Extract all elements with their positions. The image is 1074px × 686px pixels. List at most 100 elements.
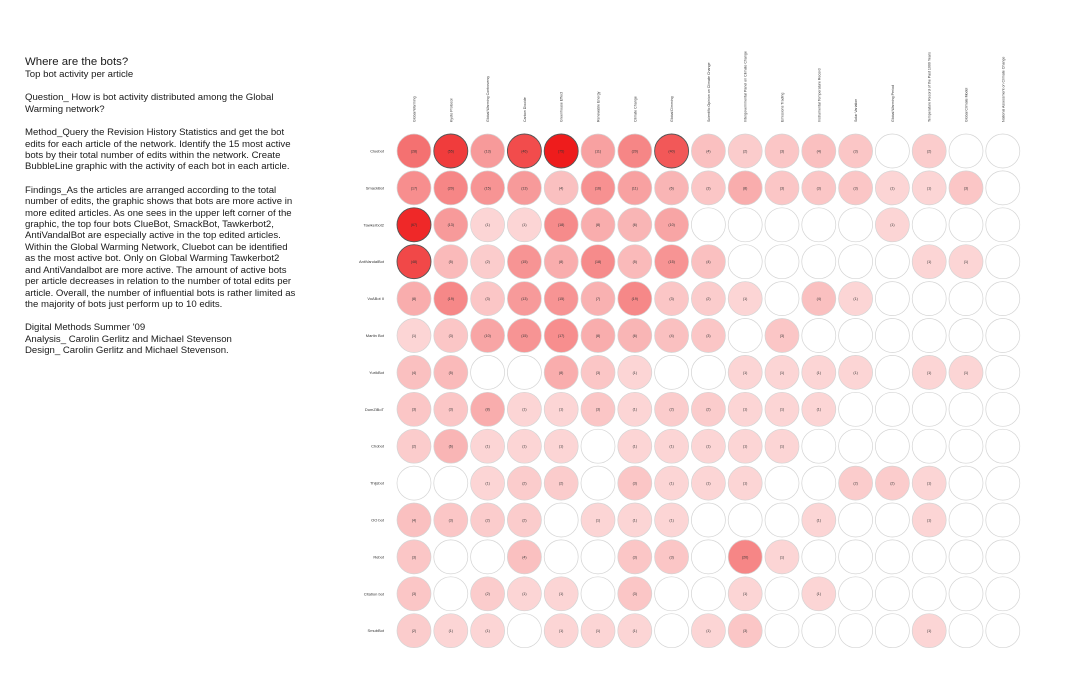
bubble-value: (2) [412,629,416,633]
bubble-value: (3) [633,555,637,559]
bubble [911,133,947,169]
bubble [985,613,1021,649]
bubble-value: (1) [522,445,526,449]
bubble [985,207,1021,243]
bubble [617,355,653,390]
bubble [580,539,616,575]
row-label: OO bot [371,518,385,523]
bubble [543,355,579,390]
bubble [801,170,837,206]
bubble [654,391,689,427]
bubble-value: (1) [559,629,563,633]
row-label: VoABot II [367,296,384,301]
bubble-value: (8) [596,223,600,227]
bubble [433,207,469,243]
bubble [948,428,984,464]
bubble [911,391,947,427]
bubble-value: (1) [559,445,563,449]
bubble [838,391,873,427]
bubble-value: (1) [927,260,931,264]
bubble-value: (3) [412,592,416,596]
bubble-value: (17) [411,186,417,190]
bubble [654,355,689,390]
bubble-value: (8) [559,371,563,375]
bubble [985,428,1021,464]
bubble-value: (10) [668,223,674,227]
column-label: Global Warming [413,96,417,122]
bubble [948,391,984,427]
bubble [838,613,873,649]
bubble [433,428,469,464]
bubble-value: (2) [706,297,710,301]
bubble-value: (1) [743,408,747,412]
bubble-value: (5) [449,371,453,375]
bubble [764,281,800,316]
column-label: Renewable Energy [597,91,601,122]
bubble [691,207,726,243]
bubble [764,539,800,575]
bubble [985,318,1021,353]
bubble-value: (2) [706,408,710,412]
row-label: SmackBot [366,185,385,190]
bubble [948,539,984,575]
bubble [396,281,432,316]
bubble [507,355,542,390]
bubble [985,539,1021,575]
bubble [838,170,873,206]
bubble [838,207,873,243]
bubble [801,465,837,501]
bubble-value: (8) [412,297,416,301]
bubble [727,613,763,649]
bubble [911,465,947,501]
bubble-value: (11) [632,186,638,190]
bubble-value: (1) [964,260,968,264]
bubble-value: (3) [706,186,710,190]
column-label: Climate Change [633,96,637,122]
bubble [470,244,505,280]
bubble-value: (15) [521,334,527,338]
bubble [691,355,726,390]
bubble-value: (1) [780,555,784,559]
bubble [801,355,837,390]
bubble [985,281,1021,316]
bubble [580,613,616,649]
bubble-value: (1) [522,223,526,227]
bubble [507,207,542,243]
bubble-value: (13) [484,149,490,153]
bubble [654,539,689,575]
bubble [580,576,616,612]
bubble [838,318,873,353]
bubble-value: (13) [521,297,527,301]
bubble [470,613,505,649]
column-label: Global Warming Controversy [486,76,490,122]
bubble-value: (1) [817,592,821,596]
row-label: Rebot [373,554,385,559]
bubble-value: (4) [412,371,416,375]
bubble-value: (1) [706,629,710,633]
findings-paragraph: Findings_As the articles are arranged ac… [25,184,296,310]
bubble [507,613,542,649]
bubble-value: (5) [449,260,453,264]
bubble [801,613,837,649]
bubble [911,281,947,316]
bubble [617,465,653,501]
bubble [617,576,653,612]
bubble [433,465,469,501]
bubble [985,391,1021,427]
bubble-value: (1) [817,518,821,522]
bubble [470,133,505,169]
bubble [691,318,726,353]
row-label: Thijsbot [370,481,385,486]
bubble [985,133,1021,169]
bubble [654,133,690,169]
bubble [396,355,432,390]
bubble-value: (19) [632,297,638,301]
column-label: National Assessment on Climate Change [1001,57,1005,122]
bubble [433,318,469,353]
row-label: YurikBot [369,370,385,375]
bubble-value: (18) [558,223,564,227]
credit-analysis: Analysis_ Carolin Gerlitz and Michael St… [25,333,232,345]
bubble [543,391,579,427]
bubble [764,465,800,501]
bubble [911,318,947,353]
